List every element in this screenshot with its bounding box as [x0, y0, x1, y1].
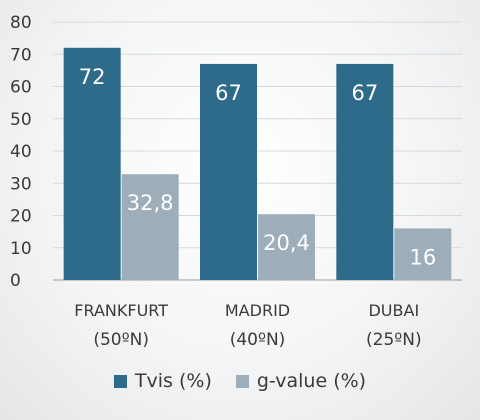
x-category-label: DUBAI — [368, 301, 419, 320]
data-label: 16 — [409, 245, 436, 269]
y-tick-label: 10 — [10, 239, 32, 259]
x-category-sublabel: (50ºN) — [93, 330, 149, 350]
x-category-label: FRANKFURT — [74, 301, 168, 320]
y-tick-label: 40 — [10, 142, 32, 162]
legend-swatch-tvis — [113, 374, 127, 388]
y-tick-label: 60 — [10, 78, 32, 98]
bar — [336, 63, 394, 280]
bar — [394, 228, 452, 280]
data-label: 67 — [351, 81, 378, 105]
y-tick-label: 30 — [10, 174, 32, 194]
y-tick-label: 0 — [10, 271, 21, 291]
data-label: 72 — [79, 65, 106, 89]
legend-label-g-value: g-value (%) — [256, 370, 367, 392]
data-label: 32,8 — [127, 191, 174, 215]
y-axis-ticks: 0 10 20 30 40 50 60 70 80 — [10, 13, 32, 291]
gridlines — [53, 21, 462, 281]
x-axis-labels: FRANKFURT (50ºN) MADRID (40ºN) DUBAI (25ºN) — [74, 301, 421, 350]
legend-swatch-g-value — [235, 374, 249, 388]
x-category-sublabel: (40ºN) — [230, 330, 286, 350]
bar — [63, 47, 121, 280]
bar — [258, 214, 315, 280]
y-tick-label: 70 — [10, 45, 32, 65]
bar-chart: 0 10 20 30 40 50 60 70 80 72 32,8 67 20,4 67 16 FRANK… — [10, 13, 462, 350]
bar — [121, 174, 179, 280]
x-category-sublabel: (25ºN) — [366, 330, 422, 350]
bar — [200, 63, 257, 280]
y-tick-label: 50 — [10, 110, 32, 130]
data-label: 20,4 — [263, 231, 310, 255]
legend-item-tvis: Tvis (%) — [113, 370, 212, 392]
bars: 72 32,8 67 20,4 67 16 — [63, 47, 452, 280]
legend-label-tvis: Tvis (%) — [134, 370, 212, 392]
data-label: 67 — [215, 81, 242, 105]
y-tick-label: 20 — [10, 207, 32, 227]
legend-item-g-value: g-value (%) — [235, 370, 367, 392]
y-tick-label: 80 — [10, 13, 32, 33]
legend: Tvis (%) g-value (%) — [0, 370, 480, 392]
x-category-label: MADRID — [225, 301, 290, 320]
